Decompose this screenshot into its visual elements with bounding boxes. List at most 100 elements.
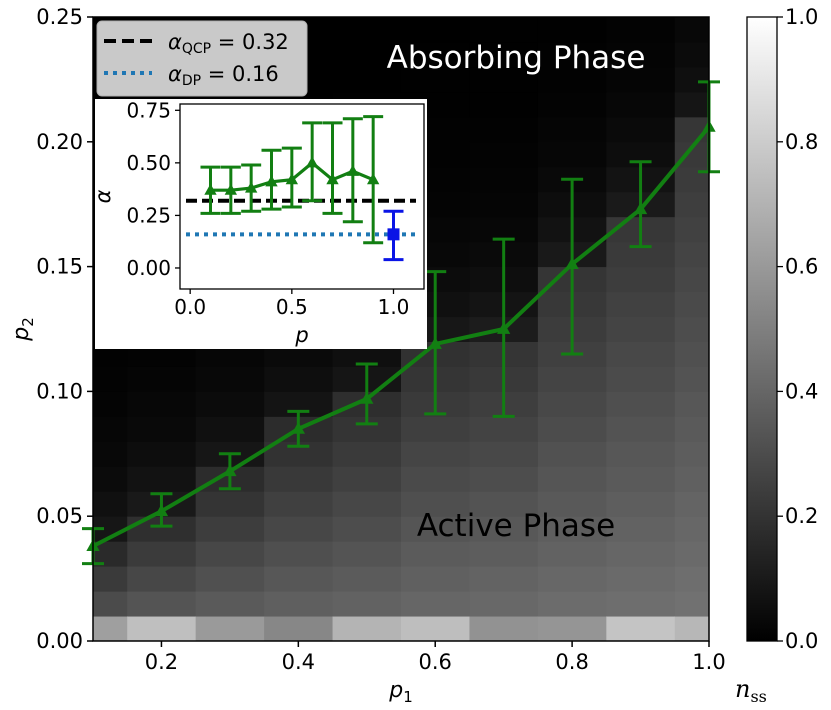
inset-data-point (244, 181, 258, 193)
colorbar-tick-label: 0.4 (785, 379, 818, 403)
annotation-absorbing-phase: Absorbing Phase (387, 40, 646, 76)
main-axes-frame (92, 16, 710, 642)
inset-y-tick-label: 0.75 (126, 98, 171, 122)
heatmap-cell (606, 266, 676, 293)
heatmap-cell (537, 541, 607, 567)
heatmap-cell (264, 491, 334, 517)
heatmap-cell (332, 466, 402, 492)
inset-data-point (366, 173, 380, 185)
inset-data-point (387, 228, 400, 241)
heatmap-cell (401, 66, 470, 93)
heatmap-cell (537, 91, 607, 118)
heatmap-cell (606, 41, 676, 68)
heatmap-cell (93, 416, 128, 442)
heatmap-cell (469, 41, 539, 68)
x-tick-label: 1.0 (692, 650, 725, 674)
heatmap-cell (674, 541, 710, 567)
heatmap-cell (469, 466, 539, 492)
heatmap-cell (674, 441, 710, 467)
heatmap-cell (674, 391, 710, 417)
heatmap-cell (332, 66, 402, 93)
heatmap-cell (195, 591, 265, 617)
heatmap-cell (606, 441, 676, 467)
boundary-line (92, 125, 711, 548)
heatmap-cell (93, 441, 128, 467)
heatmap-cell (674, 466, 710, 492)
x-axis-label: p1 (388, 678, 413, 706)
heatmap-cell (127, 441, 197, 467)
heatmap-cell (469, 116, 539, 143)
heatmap-cell (401, 17, 470, 43)
heatmap-cell (537, 41, 607, 68)
heatmap-cell (401, 566, 470, 592)
heatmap-cell (127, 541, 197, 567)
data-point (360, 391, 374, 404)
heatmap-cell (469, 166, 539, 193)
heatmap-cell (401, 466, 470, 492)
heatmap-cell (537, 566, 607, 592)
inset-x-tick-label: 0.0 (174, 295, 206, 319)
heatmap-cell (469, 191, 539, 218)
heatmap-cell (401, 616, 470, 642)
heatmap-cell (674, 316, 710, 342)
heatmap-cell (537, 141, 607, 168)
colorbar-tick-label: 0.0 (785, 629, 818, 653)
heatmap-cell (674, 91, 710, 118)
colorbar-tick-label: 1.0 (785, 5, 818, 29)
heatmap-cell (606, 466, 676, 492)
data-point (223, 464, 237, 477)
heatmap-cell (127, 616, 197, 642)
heatmap-cell (332, 516, 402, 542)
heatmap-cell (93, 466, 128, 492)
inset-y-tick-label: 0.00 (126, 256, 171, 280)
heatmap-cell (332, 541, 402, 567)
colorbar-tick-label: 0.6 (785, 255, 818, 279)
heatmap-cell (401, 416, 470, 442)
heatmap-cell (674, 516, 710, 542)
heatmap-cell (401, 441, 470, 467)
heatmap-cell (537, 66, 607, 93)
heatmap-cell (606, 616, 676, 642)
x-tick-label: 0.2 (145, 650, 178, 674)
heatmap-cell (674, 17, 710, 43)
colorbar (746, 16, 778, 642)
heatmap-cell (469, 591, 539, 617)
x-tick-label: 0.4 (282, 650, 315, 674)
heatmap-cell (401, 41, 470, 68)
data-point (633, 202, 648, 215)
heatmap-cell (469, 66, 539, 93)
legend-label: αDP = 0.16 (168, 62, 279, 89)
heatmap-cell (537, 416, 607, 442)
heatmap-cell (332, 591, 402, 617)
data-point (291, 421, 305, 434)
heatmap-cell (332, 41, 402, 68)
heatmap-cell (606, 416, 676, 442)
inset-data-point (265, 175, 278, 187)
heatmap-cell (606, 341, 676, 367)
heatmap-cell (93, 591, 128, 617)
heatmap-cell (264, 591, 334, 617)
heatmap-cell (195, 516, 265, 542)
inset-data-point (285, 173, 299, 185)
heatmap-cell (469, 491, 539, 517)
heatmap-cell (332, 441, 402, 467)
heatmap-cell (674, 41, 710, 68)
heatmap-cell (93, 616, 128, 642)
heatmap-cell (674, 566, 710, 592)
y-tick-label: 0.20 (36, 130, 83, 154)
heatmap-cell (93, 566, 128, 592)
heatmap-cell (332, 17, 402, 43)
heatmap-cell (264, 616, 334, 642)
heatmap-cell (606, 516, 676, 542)
inset-data-point (305, 156, 319, 168)
heatmap-cell (537, 516, 607, 542)
y-tick-label: 0.05 (36, 504, 83, 528)
inset-x-tick-label: 1.0 (378, 295, 410, 319)
heatmap-cell (469, 541, 539, 567)
heatmap-cell (537, 616, 607, 642)
heatmap-cell (195, 616, 265, 642)
heatmap-cell (127, 366, 197, 392)
heatmap-cell (606, 316, 676, 342)
heatmap-cell (401, 516, 470, 542)
heatmap-cell (469, 616, 539, 642)
